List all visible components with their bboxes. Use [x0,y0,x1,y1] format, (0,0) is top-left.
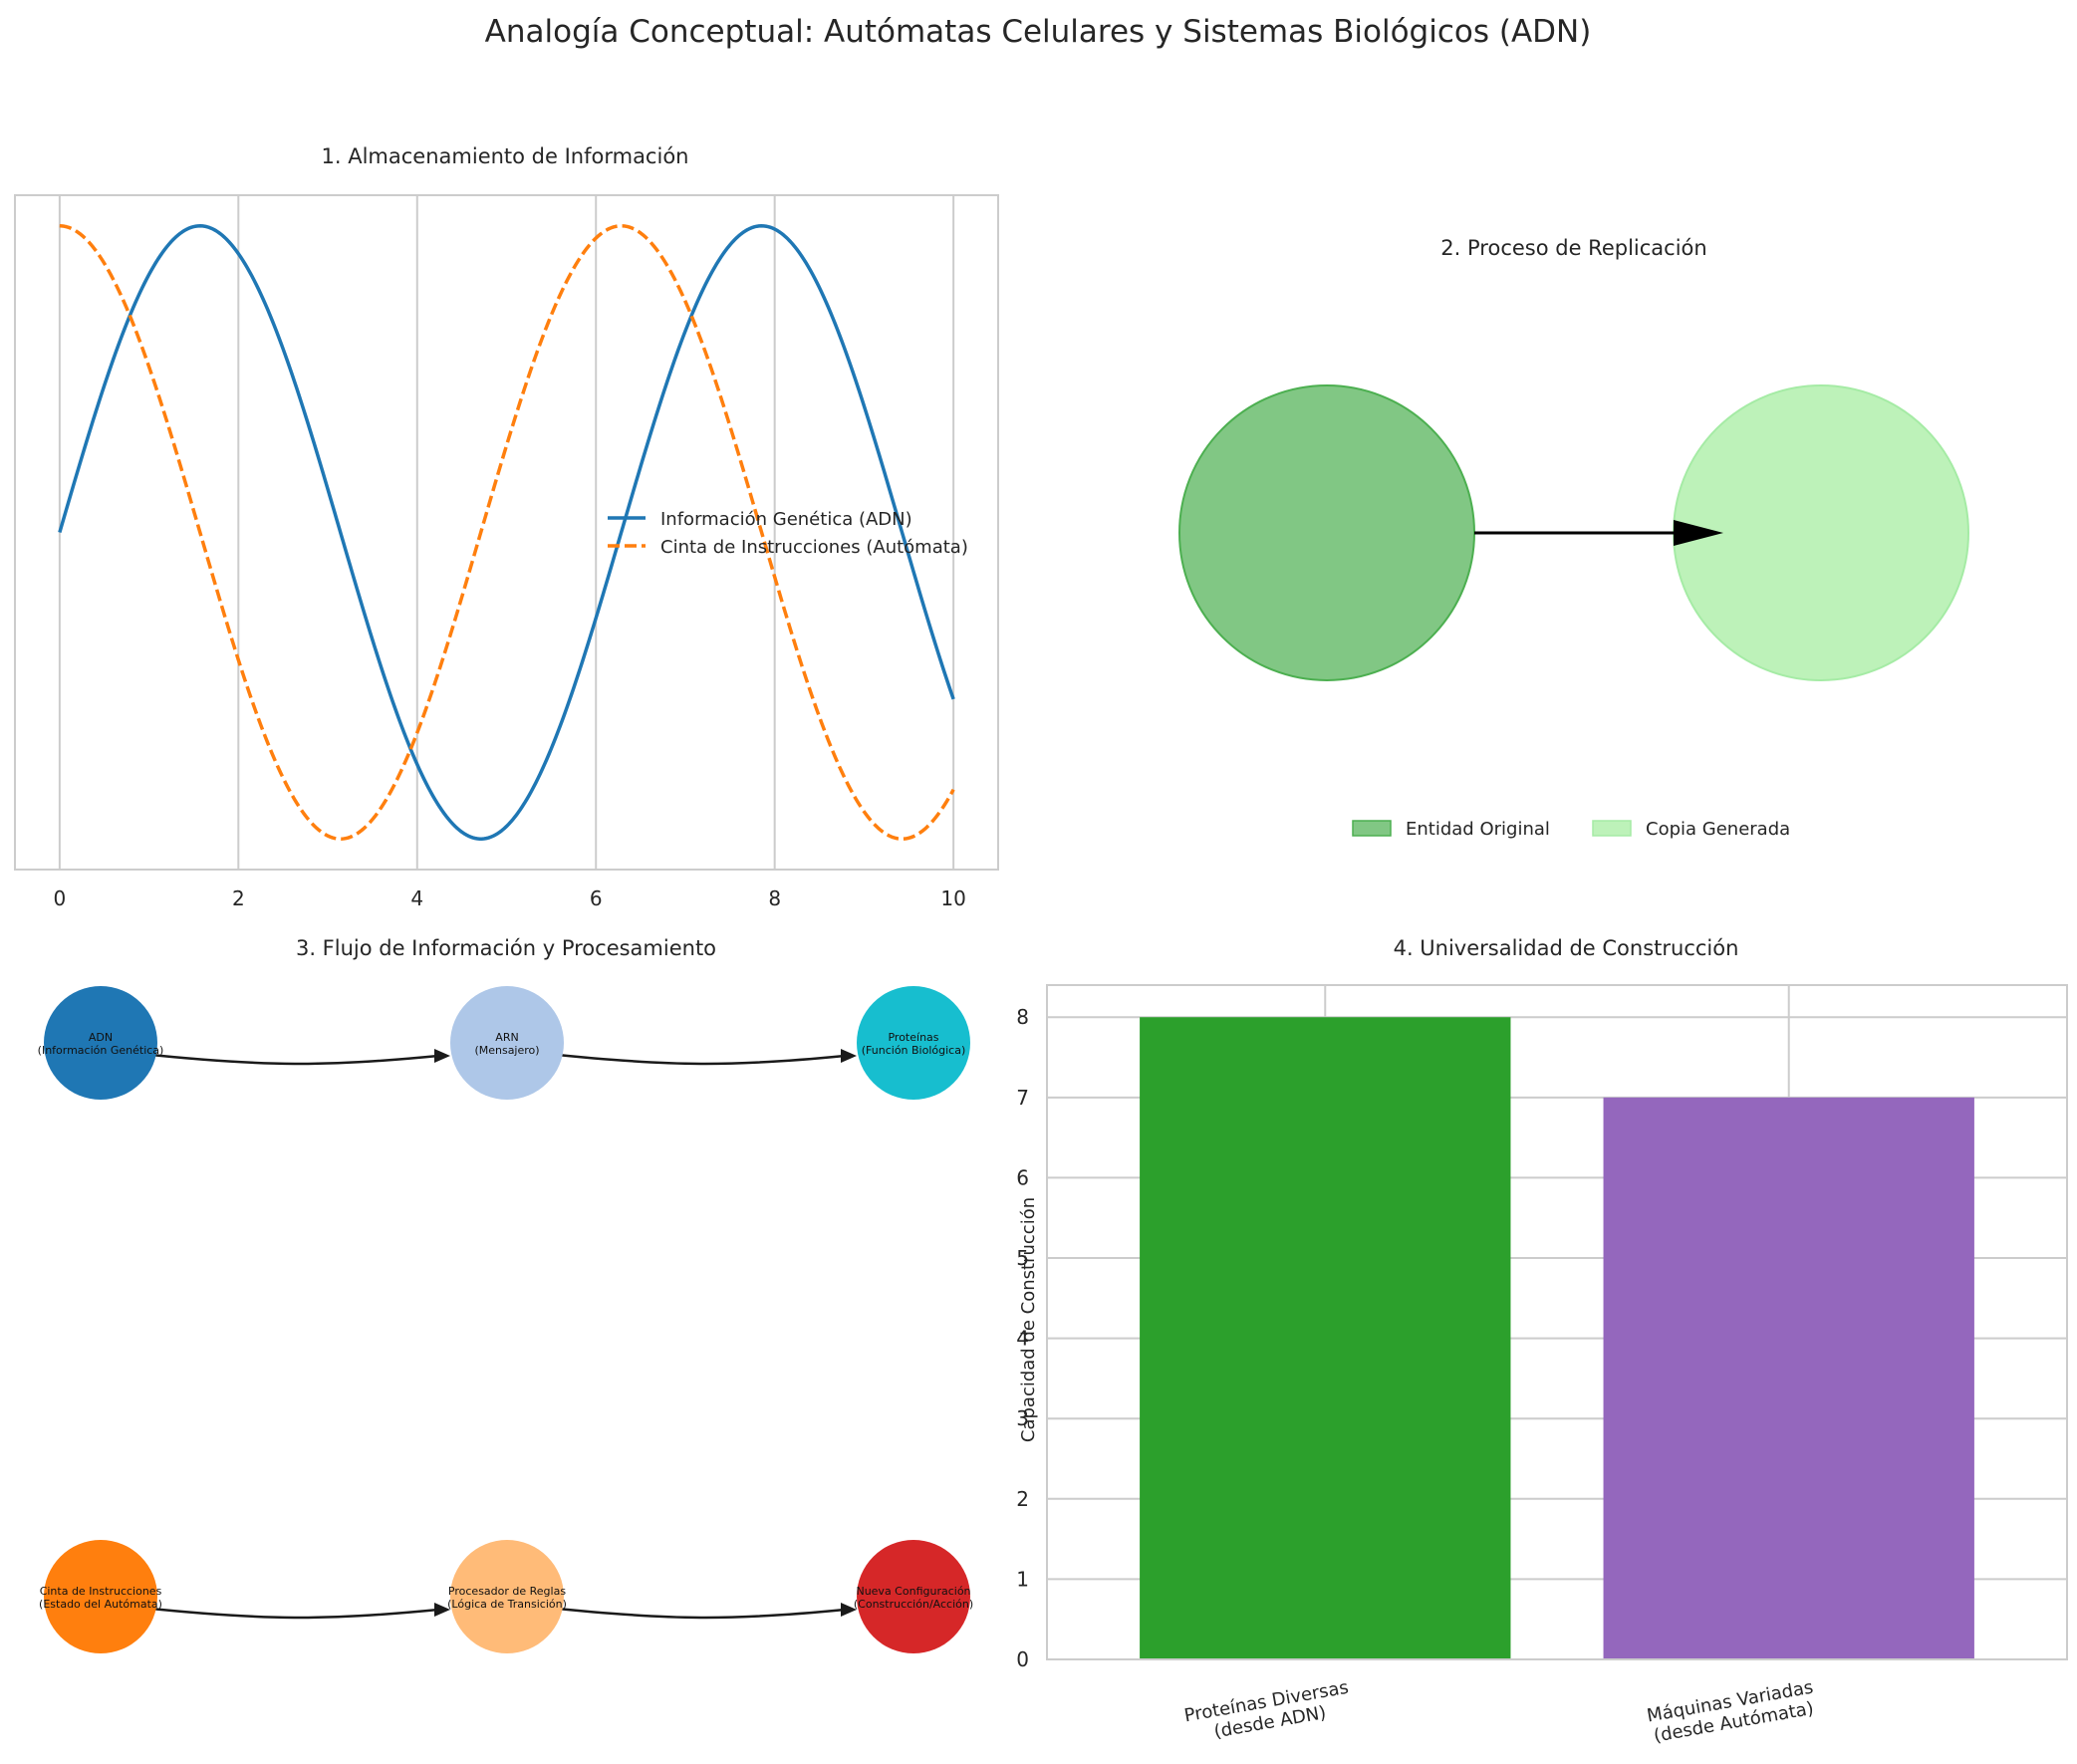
panel-3-title: 3. Flujo de Información y Procesamiento [296,936,716,960]
panel-1-title: 1. Almacenamiento de Información [322,144,689,168]
panel-4-bar-2 [1603,1097,1974,1659]
original-entity-circle [1178,384,1475,681]
panel-2-replication-diagram: 2. Proceso de Replicación Entidad Origin… [1178,236,1969,840]
flow-node [44,986,157,1100]
replication-arrow-head [1674,520,1723,546]
panel-1-x-tick-label: 6 [590,886,603,910]
panel-4-y-tick-label: 0 [1016,1647,1029,1671]
panel-4-y-tick-label: 6 [1016,1165,1029,1189]
panel-4-y-tick-label: 2 [1016,1487,1029,1511]
flow-node-label: Nueva Configuración (Construcción/Acción) [854,1585,973,1611]
panel-4-y-tick-label: 5 [1016,1246,1029,1270]
legend-swatch-original [1352,820,1392,837]
legend-label-series-1: Información Genética (ADN) [660,509,912,530]
legend-swatch-copy [1592,820,1632,837]
legend-label-copy: Copia Generada [1646,819,1790,840]
legend-label-series-2: Cinta de Instrucciones (Autómata) [660,537,968,558]
flow-node [857,1540,970,1653]
panel-4-y-tick-label: 8 [1016,1005,1029,1029]
flow-node-label: Procesador de Reglas (Lógica de Transició… [447,1585,567,1611]
panel-2-title: 2. Proceso de Replicación [1440,236,1706,260]
panel-1-x-tick-label: 0 [53,886,66,910]
flow-edge [140,1606,439,1620]
flow-node [857,986,970,1100]
panel-4-x-tick-label: Máquinas Variadas(desde Autómata) [1646,1677,1819,1748]
panel-1-x-tick-label: 10 [940,886,965,910]
flow-node-label: ADN (Información Genética) [38,1031,164,1057]
flow-node-label: Cinta de Instrucciones (Estado del Autóma… [39,1585,162,1611]
flow-edge [547,1052,846,1066]
flow-edge [547,1606,846,1620]
panel-3-flow-diagram: 3. Flujo de Información y Procesamiento … [38,936,973,1653]
panel-4-y-tick-label: 7 [1016,1086,1029,1110]
flow-node-label: Proteínas (Función Biológica) [862,1031,966,1057]
panel-4-title: 4. Universalidad de Construcción [1394,936,1739,960]
flow-edge-arrowhead [841,1049,857,1063]
panel-4-ylabel: Capacidad de Construcción [1018,1197,1039,1442]
panel-4-y-tick-label: 3 [1016,1406,1029,1430]
legend-label-original: Entidad Original [1406,819,1550,840]
flow-node [450,986,564,1100]
panel-4-bar-chart: 4. Universalidad de Construcción 0 1 2 3 4 5 6… [1016,936,2068,1748]
flow-edge [140,1052,439,1066]
flow-node [44,1540,157,1653]
panel-1-x-tick-label: 2 [232,886,245,910]
panel-1-plot-frame [14,194,999,871]
panel-1-line-chart: 1. Almacenamiento de Información 0 2 4 6 8 10… [14,144,999,910]
panel-4-bar-1 [1140,1017,1511,1659]
flow-edge-arrowhead [434,1603,450,1617]
panel-1-x-tick-label: 4 [410,886,423,910]
figure-title: Analogía Conceptual: Autómatas Celulares… [485,14,1592,50]
panel-1-legend: Información Genética (ADN) Cinta de Inst… [608,509,968,558]
flow-edge-arrowhead [841,1603,857,1617]
panel-4-plot-frame [1046,984,2068,1660]
panel-1-series-line-1 [58,224,955,841]
panel-4-x-tick-label: Proteínas Diversas(desde ADN) [1182,1677,1354,1747]
flow-node [450,1540,564,1653]
panel-4-y-tick-label: 1 [1016,1567,1029,1591]
panel-4-y-tick-label: 4 [1016,1327,1029,1351]
flow-edge-arrowhead [434,1049,450,1063]
panel-1-x-tick-label: 8 [768,886,781,910]
flow-node-label: ARN (Mensajero) [474,1031,539,1057]
panel-2-legend: Entidad Original Copia Generada [1352,819,1790,840]
panel-1-series-line-2 [59,224,955,841]
